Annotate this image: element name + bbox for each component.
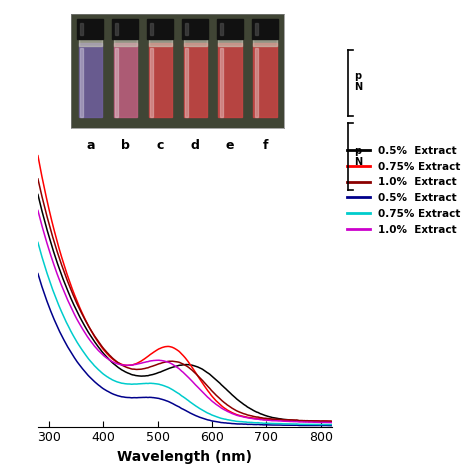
Bar xyxy=(114,38,137,46)
Bar xyxy=(185,23,188,35)
Text: p
N: p N xyxy=(355,146,363,167)
Bar xyxy=(182,19,208,39)
Bar xyxy=(252,19,278,39)
Bar xyxy=(219,38,242,46)
Bar xyxy=(112,19,138,39)
Bar xyxy=(80,48,83,117)
Text: p
N: p N xyxy=(355,71,363,92)
Bar xyxy=(254,43,277,117)
Bar xyxy=(79,43,102,117)
Bar xyxy=(147,19,173,39)
X-axis label: Wavelength (nm): Wavelength (nm) xyxy=(118,450,252,464)
Bar xyxy=(183,38,207,46)
Bar xyxy=(218,19,243,39)
Bar xyxy=(219,43,242,117)
Text: f: f xyxy=(263,139,268,152)
Bar xyxy=(254,38,277,46)
Text: b: b xyxy=(121,139,130,152)
Text: c: c xyxy=(156,139,164,152)
Legend: 0.5%  Extract, 0.75% Extract, 1.0%  Extract, 0.5%  Extract, 0.75% Extract, 1.0% : 0.5% Extract, 0.75% Extract, 1.0% Extrac… xyxy=(343,142,465,239)
Bar xyxy=(114,43,137,117)
Bar xyxy=(79,38,102,46)
Bar xyxy=(148,38,172,46)
Bar xyxy=(80,23,83,35)
Bar xyxy=(150,48,153,117)
Bar xyxy=(255,48,258,117)
Bar xyxy=(77,19,103,39)
Bar xyxy=(220,23,223,35)
Bar xyxy=(184,48,188,117)
Text: e: e xyxy=(226,139,235,152)
Bar xyxy=(115,23,118,35)
Bar xyxy=(148,43,172,117)
Bar xyxy=(183,43,207,117)
Text: d: d xyxy=(191,139,200,152)
Bar xyxy=(255,23,258,35)
Bar xyxy=(219,48,223,117)
Text: a: a xyxy=(86,139,94,152)
Bar xyxy=(115,48,118,117)
Bar xyxy=(150,23,153,35)
